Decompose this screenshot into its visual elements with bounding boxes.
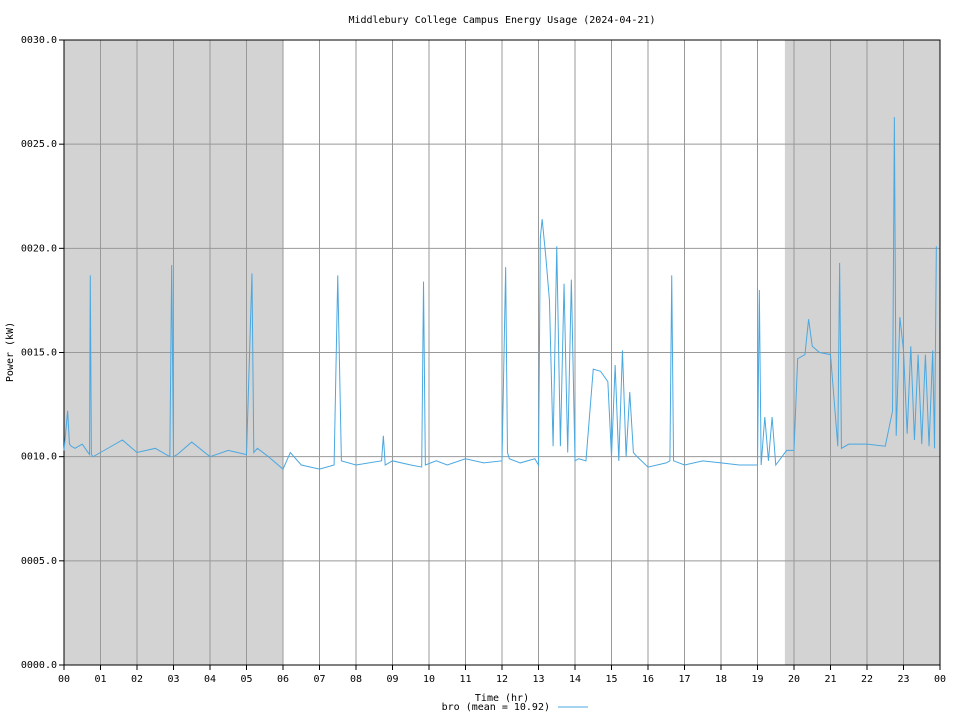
x-tick-label: 15 [605, 674, 617, 685]
x-tick-label: 11 [459, 674, 471, 685]
y-tick-label: 0030.0 [21, 35, 57, 46]
x-tick-label: 09 [386, 674, 398, 685]
x-tick-label: 01 [94, 674, 106, 685]
x-tick-label: 05 [240, 674, 252, 685]
x-tick-label: 12 [496, 674, 508, 685]
legend-label: bro (mean = 10.92) [442, 702, 550, 713]
y-tick-label: 0015.0 [21, 348, 57, 359]
x-tick-label: 02 [131, 674, 143, 685]
x-tick-label: 17 [678, 674, 690, 685]
x-tick-label: 19 [751, 674, 763, 685]
y-tick-label: 0025.0 [21, 139, 57, 150]
x-tick-label: 13 [532, 674, 544, 685]
x-tick-label: 10 [423, 674, 435, 685]
x-tick-label: 22 [861, 674, 873, 685]
x-tick-label: 00 [58, 674, 70, 685]
x-tick-label: 08 [350, 674, 362, 685]
y-tick-label: 0000.0 [21, 660, 57, 671]
x-tick-label: 03 [167, 674, 179, 685]
x-tick-label: 14 [569, 674, 581, 685]
x-axis-label: Time (hr) [475, 693, 529, 704]
x-tick-label: 16 [642, 674, 654, 685]
x-tick-label: 21 [824, 674, 836, 685]
y-tick-label: 0005.0 [21, 556, 57, 567]
plot-frame [63, 39, 941, 666]
y-axis-label: Power (kW) [5, 322, 16, 382]
x-tick-label: 20 [788, 674, 800, 685]
chart-title: Middlebury College Campus Energy Usage (… [348, 15, 655, 26]
x-tick-label: 18 [715, 674, 727, 685]
x-tick-label: 04 [204, 674, 216, 685]
y-tick-label: 0020.0 [21, 243, 57, 254]
x-tick-label: 23 [897, 674, 909, 685]
y-tick-label: 0010.0 [21, 452, 57, 463]
data-line [63, 117, 937, 470]
x-tick-label: 00 [934, 674, 946, 685]
x-tick-label: 07 [313, 674, 325, 685]
x-tick-label: 06 [277, 674, 289, 685]
